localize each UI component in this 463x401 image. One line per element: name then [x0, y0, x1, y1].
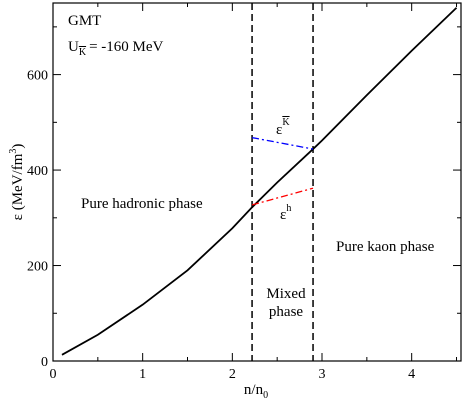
y-tick-label: 200 [27, 260, 48, 275]
kaon-branch-line [251, 136, 314, 150]
x-axis-label: n/n0 [244, 382, 268, 401]
y-tick-label: 400 [27, 164, 48, 179]
plot-frame [52, 2, 462, 362]
x-tick-label: 0 [50, 367, 57, 382]
pure-kaon-phase-label: Pure kaon phase [336, 239, 435, 255]
energy-density-curve [61, 7, 458, 356]
x-tick-label: 1 [139, 367, 146, 382]
y-tick-label: 600 [27, 69, 48, 84]
y-axis-label: ε (MeV/fm3) [8, 144, 26, 221]
kaon-potential-label: UK = -160 MeV [68, 39, 164, 58]
y-tick-label: 0 [41, 355, 48, 370]
epsilon-hadron-label: εh [280, 203, 291, 223]
axis-ticks: 0 1 2 3 4 0 200 400 600 [27, 3, 461, 382]
mixed-phase-label-line1: Mixed [266, 286, 306, 302]
x-tick-label: 3 [319, 367, 326, 382]
hadron-branch-line [251, 187, 314, 206]
pure-hadronic-phase-label: Pure hadronic phase [81, 196, 203, 212]
mixed-phase-label-line2: phase [269, 304, 303, 320]
x-tick-label: 2 [229, 367, 236, 382]
epsilon-kaon-label: εK [276, 117, 290, 138]
plot-content [61, 3, 458, 361]
gmt-label: GMT [68, 13, 101, 29]
x-tick-label: 4 [408, 367, 415, 382]
